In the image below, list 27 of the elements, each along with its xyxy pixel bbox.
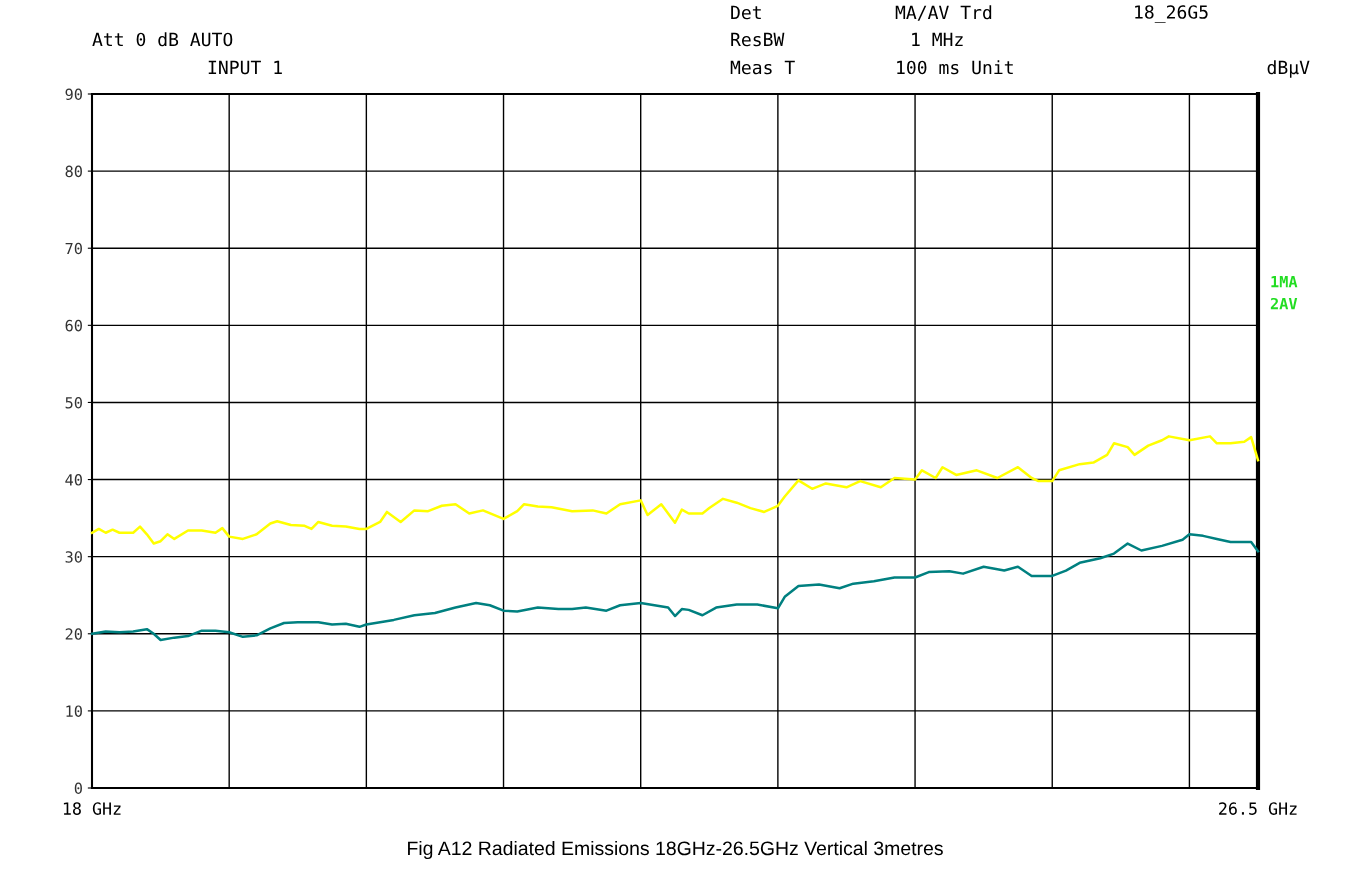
y-tick-label: 10: [66, 705, 82, 717]
text: MA/AV Trd: [895, 5, 992, 21]
y-tick-label: 0: [74, 782, 82, 795]
caption: Fig A12 Radiated Emissions 18GHz-26.5GHz Vertical 3metres: [408, 840, 943, 860]
text: INPUT 1: [208, 60, 282, 75]
y-tick-label: 70: [65, 242, 82, 255]
line-series: [90, 435, 1260, 545]
text: Det: [731, 5, 761, 20]
text: Meas T: [730, 60, 795, 75]
x-tick-label: 18 GHz: [63, 802, 121, 815]
x-tick-label: 26.5 GHz: [1219, 802, 1297, 815]
text: 100 ms Unit: [897, 60, 1013, 75]
text: 1 MHz: [912, 32, 963, 47]
text: 2AV: [1270, 297, 1298, 310]
text: ResBW: [731, 32, 785, 47]
y-tick-label: 40: [65, 474, 82, 486]
y-tick-label: 80: [65, 165, 82, 178]
line-series: [90, 533, 1260, 642]
y-tick-label: 90: [65, 88, 82, 101]
text: 1MA: [1271, 276, 1298, 288]
text: dBµV: [1267, 60, 1310, 78]
y-tick-label: 50: [65, 396, 82, 409]
y-tick-label: 20: [65, 628, 82, 640]
y-tick-label: 60: [65, 319, 82, 332]
y-tick-label: 30: [65, 551, 82, 563]
text: Att 0 dB AUTO: [92, 32, 233, 47]
text: 18_26G5: [1135, 5, 1208, 23]
